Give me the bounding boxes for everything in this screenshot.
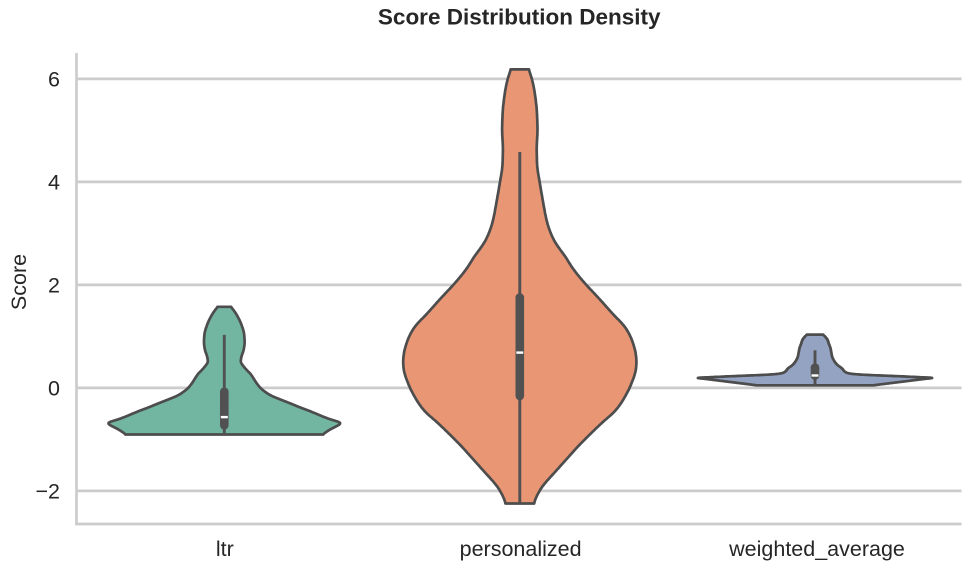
svg-text:2: 2 bbox=[48, 274, 60, 298]
svg-text:0: 0 bbox=[48, 377, 60, 401]
svg-text:ltr: ltr bbox=[216, 537, 234, 561]
svg-text:Score: Score bbox=[7, 254, 31, 310]
svg-text:−2: −2 bbox=[35, 480, 60, 504]
svg-text:6: 6 bbox=[48, 68, 60, 92]
svg-text:Score Distribution Density: Score Distribution Density bbox=[378, 5, 661, 30]
svg-text:weighted_average: weighted_average bbox=[728, 537, 905, 561]
svg-text:4: 4 bbox=[48, 171, 60, 195]
svg-text:personalized: personalized bbox=[460, 537, 582, 561]
